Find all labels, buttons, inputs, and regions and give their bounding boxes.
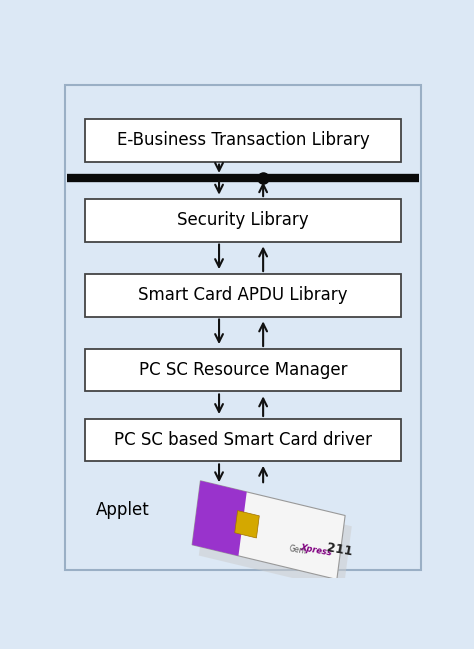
Text: PC SC based Smart Card driver: PC SC based Smart Card driver [114, 431, 372, 449]
Polygon shape [199, 491, 352, 591]
Polygon shape [235, 511, 259, 538]
FancyBboxPatch shape [85, 349, 401, 391]
Text: 211: 211 [325, 541, 353, 559]
Text: Security Library: Security Library [177, 212, 309, 229]
Text: Smart Card APDU Library: Smart Card APDU Library [138, 286, 347, 304]
FancyBboxPatch shape [85, 199, 401, 241]
Text: Xpress: Xpress [300, 543, 333, 557]
FancyBboxPatch shape [85, 119, 401, 162]
Polygon shape [192, 481, 247, 556]
Text: Applet: Applet [96, 501, 150, 519]
Polygon shape [192, 481, 345, 580]
FancyBboxPatch shape [65, 86, 421, 570]
Text: E-Business Transaction Library: E-Business Transaction Library [117, 131, 369, 149]
FancyBboxPatch shape [85, 274, 401, 317]
FancyBboxPatch shape [85, 419, 401, 461]
Text: Gem: Gem [289, 544, 308, 556]
Text: PC SC Resource Manager: PC SC Resource Manager [139, 361, 347, 379]
